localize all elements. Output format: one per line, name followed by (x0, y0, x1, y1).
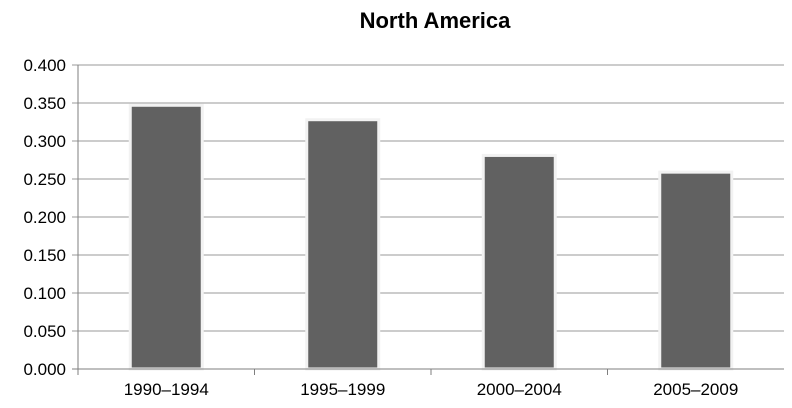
y-tick-labels: 0.000 0.050 0.100 0.150 0.200 0.250 0.300 0.350… (23, 56, 66, 379)
y-tick-label: 0.100 (23, 284, 66, 303)
x-tick-labels: 1990–1994 1995–1999 2000–2004 2005–2009 (124, 380, 739, 399)
y-tick-label: 0.000 (23, 360, 66, 379)
y-tick-label: 0.350 (23, 94, 66, 113)
y-tick-label: 0.250 (23, 170, 66, 189)
x-tick-label: 2000–2004 (477, 380, 562, 399)
axis-layer (72, 65, 784, 375)
y-tick-label: 0.150 (23, 246, 66, 265)
y-tick-label: 0.300 (23, 132, 66, 151)
y-tick-label: 0.400 (23, 56, 66, 75)
chart-title: North America (360, 8, 512, 33)
bar (481, 153, 557, 371)
bars-layer (128, 103, 734, 371)
y-tick-label: 0.200 (23, 208, 66, 227)
bar (305, 118, 381, 371)
bar (128, 103, 204, 371)
y-tick-label: 0.050 (23, 322, 66, 341)
bar (658, 170, 734, 371)
x-tick-label: 1995–1999 (300, 380, 385, 399)
x-tick-label: 2005–2009 (653, 380, 738, 399)
x-tick-label: 1990–1994 (124, 380, 209, 399)
